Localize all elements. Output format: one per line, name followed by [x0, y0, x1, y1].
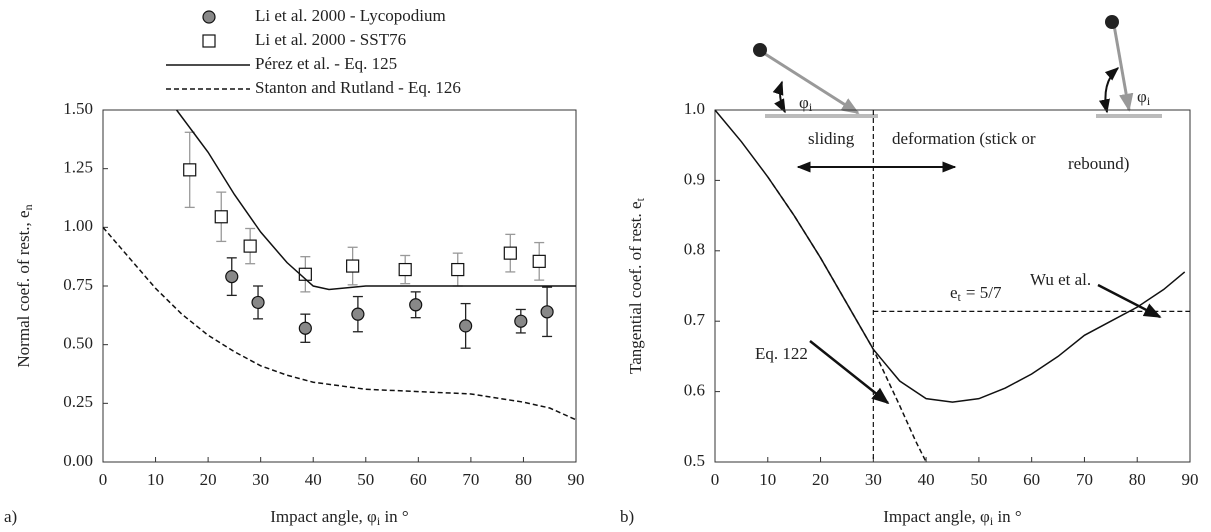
x-axis-label: Impact angle, φi in °: [883, 507, 1021, 528]
point: [398, 262, 412, 277]
y-axis-label-sub: n: [21, 204, 35, 210]
ref-label: et = 5/7: [950, 283, 1002, 304]
x-axis-label-text: Impact angle, φ: [270, 507, 377, 526]
point: [532, 254, 546, 268]
point: [409, 298, 423, 312]
y-axis-label-text: Normal coef. of rest., e: [14, 210, 33, 367]
x-tick-label: 60: [1023, 470, 1040, 489]
y-axis-label-text: Tangential coef. of rest. e: [626, 201, 645, 374]
note: deformation (stick or: [892, 129, 1036, 148]
y-axis-label: Tangential coef. of rest. et: [626, 197, 647, 374]
x-axis-label-text: Impact angle, φ: [883, 507, 990, 526]
x-tick-label: 30: [252, 470, 269, 489]
note: sliding: [808, 129, 855, 148]
line-series: [714, 109, 1186, 403]
point: [183, 163, 197, 177]
y-tick-label: 0.25: [63, 392, 93, 411]
series-label: Eq. 122: [755, 344, 808, 363]
legend-label: Li et al. 2000 - SST76: [255, 30, 406, 49]
y-tick-label: 1.25: [63, 158, 93, 177]
point: [351, 307, 365, 321]
legend-marker: [202, 10, 216, 24]
x-axis-label: Impact angle, φi in °: [270, 507, 408, 528]
icon-right: [1096, 15, 1162, 118]
point: [214, 210, 228, 224]
y-tick-label: 0.8: [684, 240, 705, 259]
x-tick-label: 50: [357, 470, 374, 489]
line-series: [175, 109, 576, 291]
point: [251, 295, 265, 310]
x-tick-label: 60: [410, 470, 427, 489]
y-tick-label: 1.50: [63, 99, 93, 118]
x-tick-label: 40: [918, 470, 935, 489]
x-axis-label-sub: i: [990, 514, 994, 528]
x-tick-label: 0: [99, 470, 108, 489]
icon-label: φi: [799, 93, 813, 114]
x-tick-label: 50: [970, 470, 987, 489]
plot-frame: [714, 109, 1191, 463]
y-tick-label: 0.5: [684, 451, 705, 470]
legend-label: Pérez et al. - Eq. 125: [255, 54, 397, 73]
x-tick-label: 90: [568, 470, 585, 489]
point: [225, 270, 239, 284]
arrow: [809, 340, 890, 405]
icon-left: [753, 43, 878, 118]
y-tick-label: 0.6: [684, 381, 705, 400]
point: [540, 305, 554, 319]
x-tick-label: 70: [1076, 470, 1093, 489]
point: [346, 259, 360, 273]
panel-label: a): [4, 507, 17, 526]
point: [298, 321, 312, 335]
panel-label: b): [620, 507, 634, 526]
y-tick-label: 1.0: [684, 99, 705, 118]
series-label: Wu et al.: [1030, 270, 1091, 289]
x-tick-label: 20: [200, 470, 217, 489]
x-axis-label-sub: i: [377, 514, 381, 528]
x-axis-label-end: in °: [993, 507, 1022, 526]
point: [503, 246, 517, 260]
x-axis-label-end: in °: [380, 507, 409, 526]
x-tick-label: 80: [515, 470, 532, 489]
y-axis-label: Normal coef. of rest., en: [14, 204, 35, 367]
point: [514, 314, 528, 328]
line-series: [767, 176, 927, 463]
legend-label: Li et al. 2000 - Lycopodium: [255, 6, 446, 25]
y-tick-label: 0.00: [63, 451, 93, 470]
point: [243, 239, 257, 253]
x-tick-label: 80: [1129, 470, 1146, 489]
point: [459, 319, 473, 333]
y-tick-label: 0.9: [684, 169, 705, 188]
y-tick-label: 0.75: [63, 275, 93, 294]
y-tick-label: 0.7: [684, 310, 706, 329]
x-tick-label: 20: [812, 470, 829, 489]
x-tick-label: 0: [711, 470, 720, 489]
line-series: [102, 226, 577, 421]
x-tick-label: 90: [1182, 470, 1199, 489]
x-tick-label: 70: [462, 470, 479, 489]
x-tick-label: 30: [865, 470, 882, 489]
y-axis-label-sub: t: [633, 197, 647, 201]
y-tick-label: 0.50: [63, 334, 93, 353]
x-tick-label: 10: [147, 470, 164, 489]
x-tick-label: 40: [305, 470, 322, 489]
legend-label: Stanton and Rutland - Eq. 126: [255, 78, 461, 97]
note: rebound): [1068, 154, 1129, 173]
point: [451, 262, 465, 277]
y-tick-label: 1.00: [63, 216, 93, 235]
icon-label: φi: [1137, 87, 1151, 108]
x-tick-label: 10: [759, 470, 776, 489]
legend-marker: [202, 34, 216, 48]
